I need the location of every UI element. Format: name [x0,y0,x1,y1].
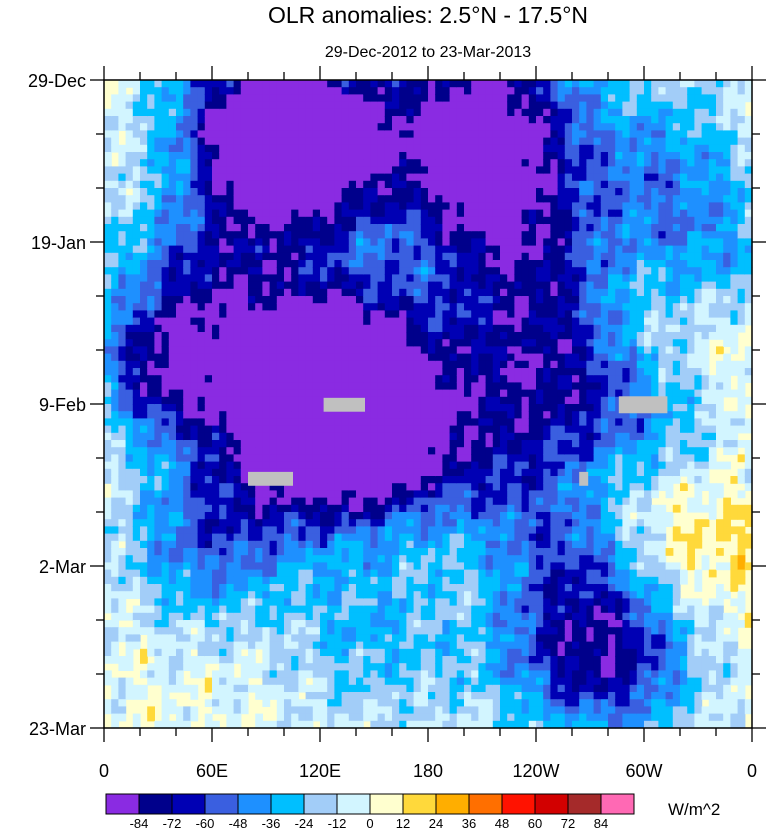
x-axis: 0 60E 120E 180 120W 60W 0 [99,66,757,781]
colorbar-label: -36 [262,816,281,830]
y-tick-label: 29-Dec [28,71,86,91]
colorbar-swatch [567,793,602,815]
x-tick-label: 120E [299,761,341,781]
colorbar-label: 48 [495,816,509,830]
x-tick-label: 60E [196,761,228,781]
colorbar-label: -84 [130,816,149,830]
y-tick-label: 19-Jan [31,233,86,253]
colorbar-label: -48 [229,816,248,830]
colorbar-swatch [105,793,140,815]
y-tick-label: 23-Mar [29,719,86,739]
colorbar-swatch [171,793,206,815]
colorbar-swatch [336,793,371,815]
colorbar-swatch [435,793,470,815]
missing-data-patch [618,396,668,414]
colorbar-swatch [468,793,503,815]
chart-subtitle: 29-Dec-2012 to 23-Mar-2013 [325,44,531,61]
colorbar-label: -72 [163,816,182,830]
colorbar-swatch [204,793,239,815]
colorbar-label: 72 [561,816,575,830]
chart-title: OLR anomalies: 2.5°N - 17.5°N [268,2,588,28]
colorbar-swatch [270,793,305,815]
colorbar-label: -24 [295,816,314,830]
y-axis: 29-Dec 19-Jan 9-Feb 2-Mar 23-Mar [28,71,766,739]
x-tick-label: 120W [512,761,559,781]
colorbar-swatch [501,793,536,815]
colorbar-label: -60 [196,816,215,830]
x-tick-label: 0 [99,761,109,781]
colorbar-label: 12 [396,816,410,830]
anomaly-field [104,80,753,729]
colorbar-label: 0 [366,816,373,830]
missing-data-patch [323,397,365,412]
colorbar-swatch [138,793,173,815]
y-tick-label: 9-Feb [39,395,86,415]
colorbar-label: -12 [328,816,347,830]
missing-data-patch [248,471,293,486]
colorbar-swatch [402,793,437,815]
missing-data-patches [248,396,668,486]
x-tick-label: 180 [413,761,443,781]
x-tick-label: 60W [625,761,662,781]
colorbar-swatch [369,793,404,815]
colorbar-label: 60 [528,816,542,830]
colorbar-label: 24 [429,816,443,830]
colorbar-swatch [303,793,338,815]
colorbar-units: W/m^2 [668,800,720,819]
colorbar: -84 -72 -60 -48 -36 -24 -12 0 12 24 36 48 60 72 84 [105,793,635,830]
colorbar-swatch [534,793,569,815]
missing-data-patch [579,471,589,486]
y-tick-label: 2-Mar [39,557,86,577]
colorbar-swatch [600,793,635,815]
colorbar-label: 84 [594,816,608,830]
x-tick-label: 0 [747,761,757,781]
colorbar-swatch [237,793,272,815]
colorbar-label: 36 [462,816,476,830]
